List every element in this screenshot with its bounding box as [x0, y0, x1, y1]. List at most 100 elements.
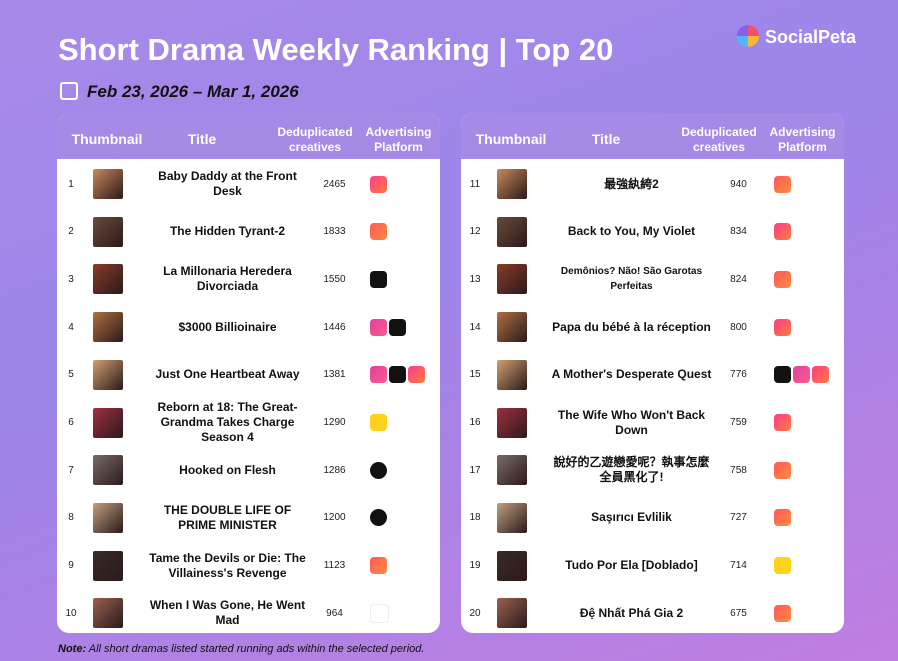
- platforms: [369, 317, 439, 337]
- creatives: 940: [730, 178, 747, 190]
- rank: 19: [469, 560, 481, 572]
- platform-icon: [370, 366, 387, 384]
- platform-icon: [370, 509, 387, 527]
- platform-icon: [408, 366, 425, 384]
- platform-icon: [389, 318, 406, 336]
- rank: 5: [68, 369, 74, 381]
- platform-icon: [774, 604, 791, 622]
- platform-icon: [774, 366, 791, 384]
- column-header: Advertising Platform: [769, 125, 836, 154]
- creatives: 714: [730, 560, 747, 572]
- drama-title: A Mother's Desperate Quest: [551, 367, 712, 382]
- drama-title: Saşırıcı Evlilik: [591, 510, 672, 525]
- column-header: Thumbnail: [475, 131, 547, 147]
- platform-icon: [793, 366, 810, 384]
- platform-icon: [774, 270, 791, 288]
- rank: 15: [469, 369, 481, 381]
- thumbnail: [497, 502, 527, 533]
- rank: 16: [469, 417, 481, 428]
- platforms: [773, 269, 844, 289]
- rank: 6: [68, 417, 74, 428]
- thumbnail: [93, 264, 123, 295]
- platforms: [369, 413, 439, 433]
- rank: 3: [68, 273, 74, 285]
- drama-title: Hooked on Flesh: [179, 462, 276, 477]
- thumbnail: [93, 312, 123, 343]
- creatives: 1381: [323, 369, 346, 381]
- thumbnail: [93, 169, 123, 199]
- thumbnail: [497, 455, 527, 486]
- note-text: All short dramas listed started running …: [88, 643, 425, 655]
- drama-title: Back to You, My Violet: [567, 224, 696, 239]
- column-header: Thumbnail: [71, 131, 143, 147]
- platform-icon: [774, 509, 791, 527]
- rank: 1: [68, 178, 74, 190]
- platforms: [369, 174, 439, 194]
- rank: 8: [68, 512, 74, 524]
- platforms: [773, 508, 844, 528]
- creatives: 1123: [323, 560, 346, 572]
- rank: 7: [68, 464, 74, 476]
- thumbnail: [497, 550, 527, 581]
- table-header: Thumbnail Title Deduplicated creatives Adve…: [57, 113, 440, 159]
- creatives: 758: [730, 464, 747, 476]
- platform-icon: [370, 461, 387, 479]
- thumbnail: [93, 359, 123, 390]
- platform-icon: [370, 603, 389, 623]
- platforms: [369, 269, 439, 289]
- brand-name: SocialPeta: [765, 27, 857, 47]
- platform-icon: [774, 414, 791, 431]
- platform-icon: [370, 557, 387, 575]
- thumbnail: [497, 598, 527, 629]
- rank: 9: [68, 560, 74, 572]
- creatives: 759: [730, 417, 747, 428]
- drama-title: 最強紈絝2: [604, 176, 659, 191]
- creatives: 800: [730, 321, 747, 333]
- creatives: 824: [730, 273, 747, 285]
- platform-icon: [370, 270, 387, 288]
- thumbnail: [93, 598, 123, 629]
- creatives: 964: [326, 607, 343, 619]
- thumbnail: [93, 455, 123, 486]
- platforms: [773, 317, 844, 337]
- drama-title: 說好的乙遊戀愛呢？執事怎麼全員黑化了!: [553, 455, 710, 485]
- drama-title: The Wife Who Won't Back Down: [557, 407, 706, 437]
- thumbnail: [93, 216, 123, 247]
- creatives: 1833: [323, 226, 346, 238]
- drama-title: $3000 Billioinaire: [178, 319, 277, 334]
- platforms: [773, 365, 844, 385]
- platform-icon: [370, 318, 387, 336]
- platforms: [369, 556, 439, 576]
- platform-icon: [774, 223, 791, 241]
- table-panel: Thumbnail Title Deduplicated creatives Adve…: [461, 113, 844, 633]
- platforms: [773, 460, 844, 480]
- note-label: Note:: [58, 643, 87, 655]
- platforms: [369, 222, 439, 242]
- platforms: [369, 508, 439, 528]
- drama-title: Tame the Devils or Die: The Villainess's…: [149, 550, 306, 580]
- rank: 17: [469, 464, 481, 476]
- calendar-icon: [60, 82, 78, 100]
- thumbnail: [93, 407, 123, 438]
- drama-title: When I Was Gone, He Went Mad: [149, 598, 306, 628]
- title: Short Drama Weekly Ranking | Top 20: [58, 32, 614, 67]
- drama-title: Just One Heartbeat Away: [155, 367, 300, 382]
- platform-icon: [370, 175, 387, 193]
- platform-icon: [774, 175, 791, 193]
- platforms: [773, 556, 844, 576]
- creatives: 1550: [323, 273, 346, 285]
- drama-title: La Millonaria Heredera Divorciada: [163, 264, 292, 294]
- rank: 2: [68, 226, 74, 238]
- drama-title: Papa du bébé à la réception: [552, 319, 711, 334]
- rank: 13: [469, 273, 481, 285]
- column-header: Deduplicated creatives: [681, 125, 757, 154]
- creatives: 727: [730, 512, 747, 524]
- thumbnail: [93, 502, 123, 533]
- platform-icon: [774, 461, 791, 479]
- column-header: Deduplicated creatives: [277, 125, 353, 154]
- platforms: [369, 460, 439, 480]
- platforms: [369, 365, 439, 385]
- note: Note: All short dramas listed started ru…: [58, 643, 424, 655]
- thumbnail: [497, 264, 527, 295]
